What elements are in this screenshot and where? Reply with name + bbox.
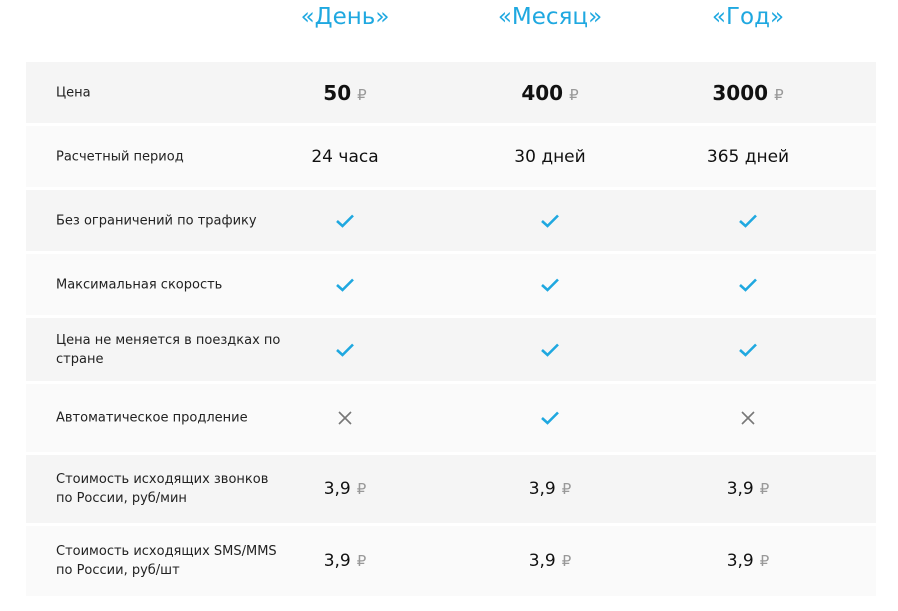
check-icon xyxy=(739,340,757,360)
check-icon xyxy=(541,211,559,231)
cell-plan-1: 3,9 ₽ xyxy=(450,479,650,499)
cell-plan-0: 3,9 ₽ xyxy=(245,479,445,499)
cell-plan-0 xyxy=(245,340,445,360)
cell-plan-0 xyxy=(245,408,445,428)
cross-icon xyxy=(337,408,353,428)
cell-plan-1 xyxy=(450,340,650,360)
cell-plan-0 xyxy=(245,275,445,295)
table-row: Стоимость исходящих звонков по России, р… xyxy=(26,455,876,523)
price-value: 3000 xyxy=(712,80,769,105)
cell-plan-0: 50 ₽ xyxy=(245,81,445,105)
table-row: Расчетный период 24 часа 30 дней 365 дней xyxy=(26,126,876,187)
table-row: Цена не меняется в поездках по стране xyxy=(26,318,876,381)
period-value: 30 дней xyxy=(514,146,586,167)
check-icon xyxy=(541,408,559,428)
cell-plan-2: 3,9 ₽ xyxy=(648,551,848,571)
table-row: Стоимость исходящих SMS/MMS по России, р… xyxy=(26,526,876,596)
cell-plan-2: 3,9 ₽ xyxy=(648,479,848,499)
ruble-sign: ₽ xyxy=(356,480,367,498)
row-label: Стоимость исходящих SMS/MMS по России, р… xyxy=(56,544,277,578)
price-value: 3,9 xyxy=(726,479,754,499)
cell-plan-0 xyxy=(245,211,445,231)
row-label: Максимальная скорость xyxy=(56,277,223,292)
cell-plan-2 xyxy=(648,408,848,428)
cell-plan-1: 30 дней xyxy=(450,147,650,167)
cell-plan-2 xyxy=(648,275,848,295)
ruble-sign: ₽ xyxy=(356,552,367,570)
check-icon xyxy=(541,340,559,360)
tariff-comparison-table: Цена 50 ₽400 ₽3000 ₽ Расчетный период 24 часа 3… xyxy=(26,62,876,599)
row-label: Расчетный период xyxy=(56,149,184,164)
price-value: 3,9 xyxy=(528,479,556,499)
price-value: 3,9 xyxy=(726,551,754,571)
plan-header-year: «Год» xyxy=(711,4,785,30)
cell-plan-1 xyxy=(450,211,650,231)
cell-plan-1 xyxy=(450,275,650,295)
price-value: 50 xyxy=(323,80,352,105)
cell-plan-1: 400 ₽ xyxy=(450,81,650,105)
price-value: 3,9 xyxy=(528,551,556,571)
ruble-sign: ₽ xyxy=(759,480,770,498)
ruble-sign: ₽ xyxy=(561,480,572,498)
period-value: 24 часа xyxy=(311,146,379,167)
row-label: Стоимость исходящих звонков по России, р… xyxy=(56,472,269,506)
ruble-sign: ₽ xyxy=(561,552,572,570)
row-label: Цена xyxy=(56,85,91,100)
cell-plan-2 xyxy=(648,340,848,360)
plan-header-day: «День» xyxy=(300,4,390,30)
plan-header-month: «Месяц» xyxy=(497,4,603,30)
ruble-sign: ₽ xyxy=(569,85,579,104)
cell-plan-2: 365 дней xyxy=(648,147,848,167)
ruble-sign: ₽ xyxy=(774,85,784,104)
table-row: Цена 50 ₽400 ₽3000 ₽ xyxy=(26,62,876,123)
table-row: Без ограничений по трафику xyxy=(26,190,876,251)
price-value: 400 xyxy=(521,80,564,105)
cell-plan-1: 3,9 ₽ xyxy=(450,551,650,571)
check-icon xyxy=(336,275,354,295)
cell-plan-1 xyxy=(450,408,650,428)
check-icon xyxy=(541,275,559,295)
cross-icon xyxy=(740,408,756,428)
price-value: 3,9 xyxy=(323,479,351,499)
cell-plan-2: 3000 ₽ xyxy=(648,81,848,105)
check-icon xyxy=(336,211,354,231)
ruble-sign: ₽ xyxy=(759,552,770,570)
check-icon xyxy=(336,340,354,360)
row-label: Цена не меняется в поездках по стране xyxy=(56,332,281,367)
table-row: Автоматическое продление xyxy=(26,384,876,452)
check-icon xyxy=(739,275,757,295)
check-icon xyxy=(739,211,757,231)
cell-plan-0: 3,9 ₽ xyxy=(245,551,445,571)
table-row: Максимальная скорость xyxy=(26,254,876,315)
period-value: 365 дней xyxy=(706,146,790,167)
cell-plan-2 xyxy=(648,211,848,231)
ruble-sign: ₽ xyxy=(357,85,367,104)
cell-plan-0: 24 часа xyxy=(245,147,445,167)
row-label: Автоматическое продление xyxy=(56,410,248,426)
row-label: Без ограничений по трафику xyxy=(56,213,257,228)
price-value: 3,9 xyxy=(323,551,351,571)
